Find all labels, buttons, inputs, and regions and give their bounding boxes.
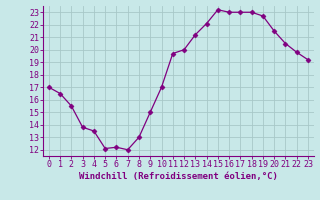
- X-axis label: Windchill (Refroidissement éolien,°C): Windchill (Refroidissement éolien,°C): [79, 172, 278, 181]
